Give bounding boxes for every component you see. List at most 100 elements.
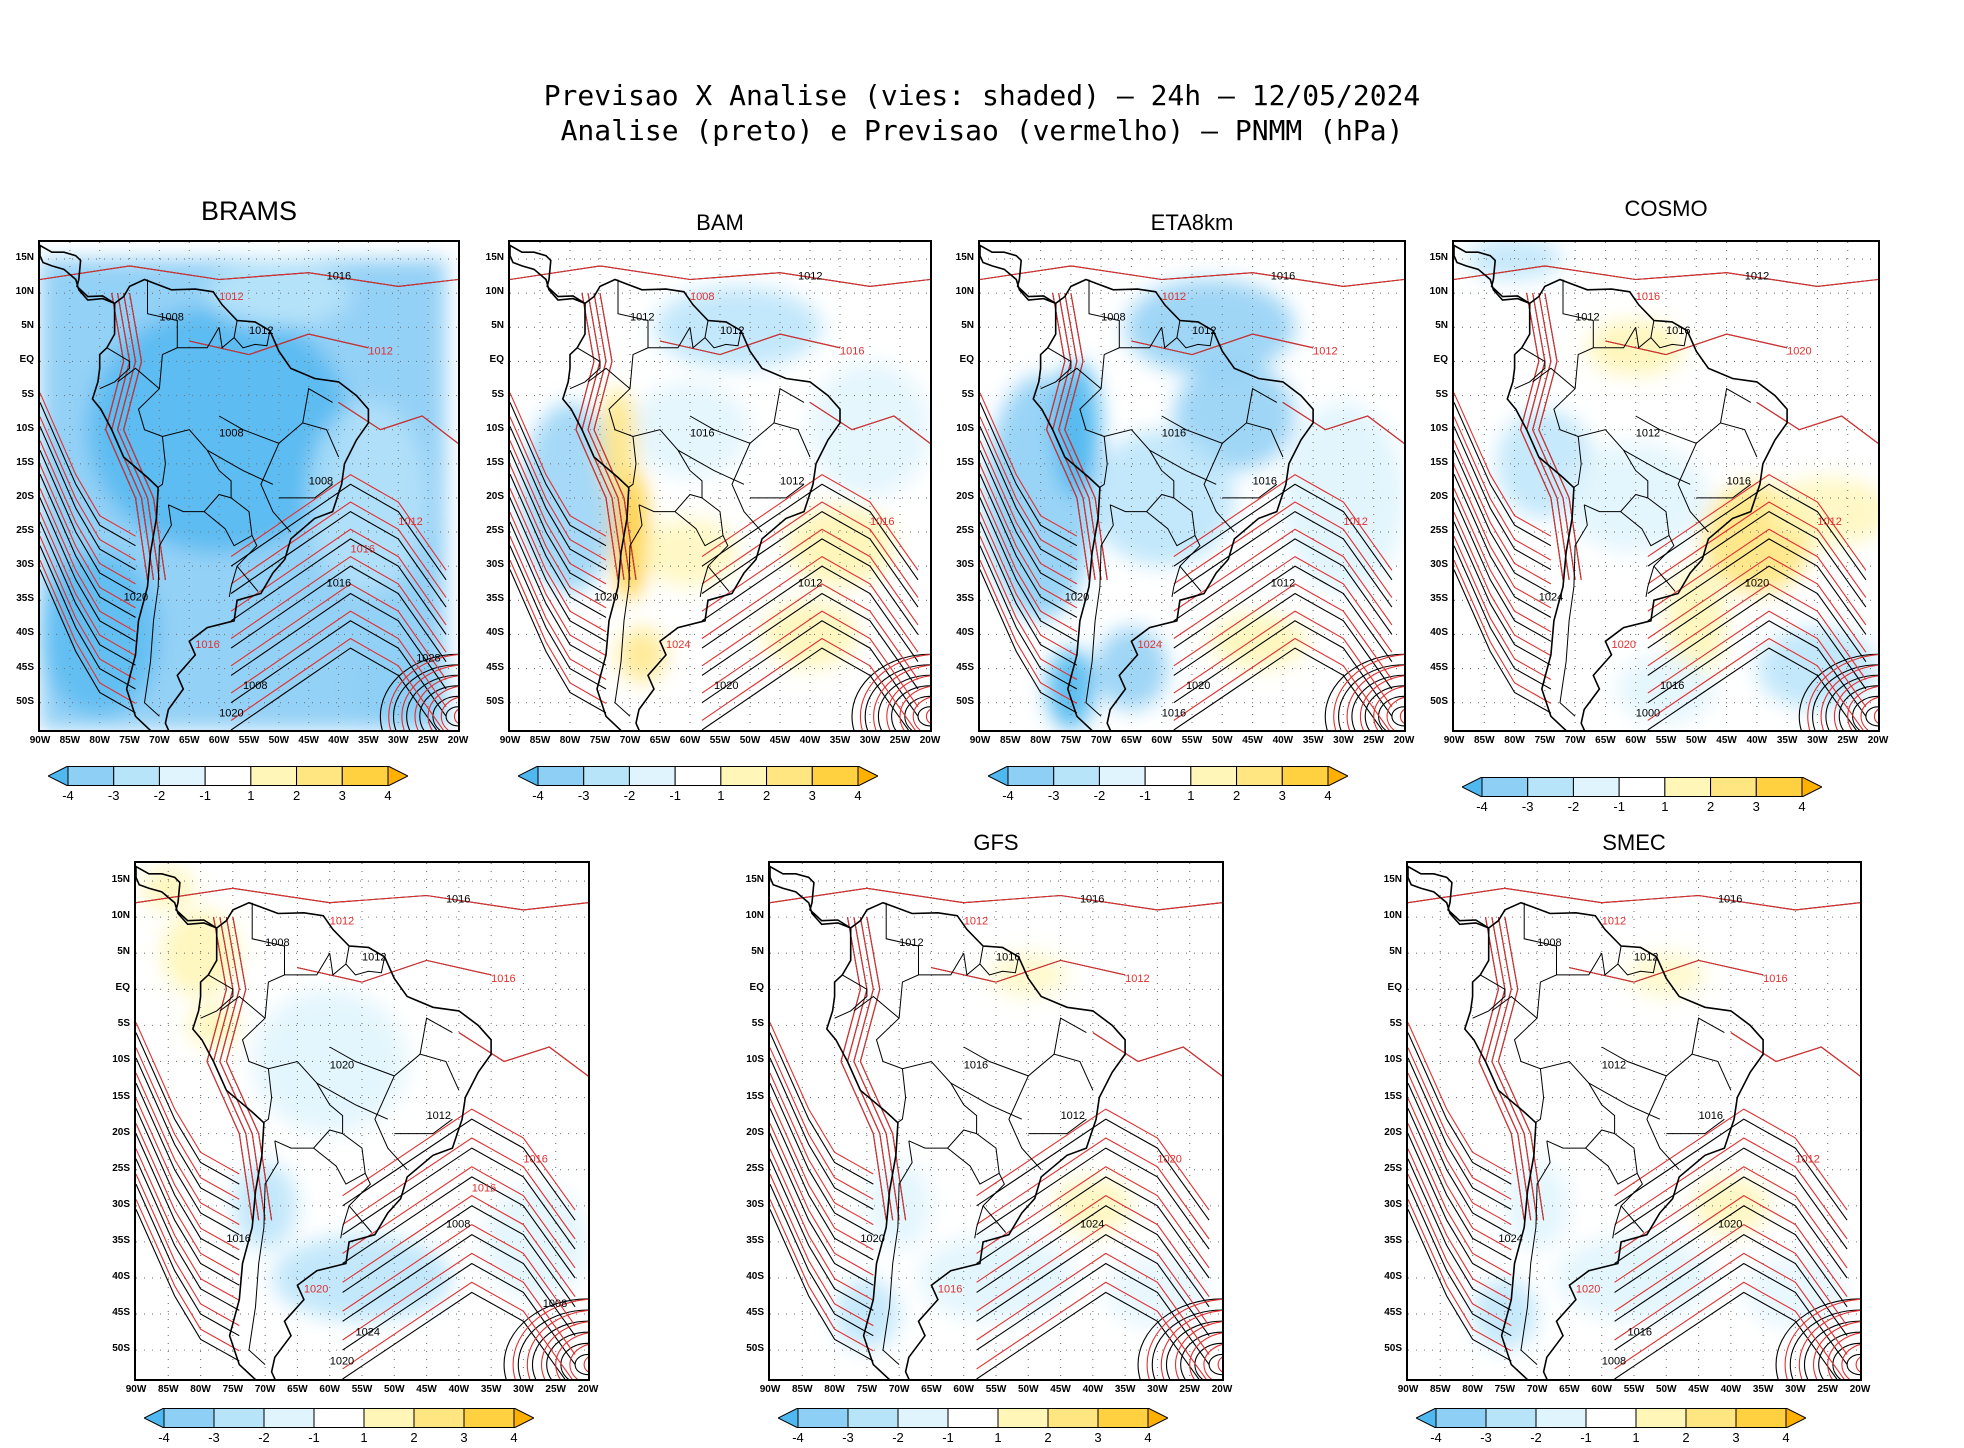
lat-tick-label: 35S [1384,1234,1402,1246]
contour-label: 1016 [840,346,864,358]
lon-tick-label: 50W [1212,735,1233,746]
colorbar-label: -4 [792,1430,804,1445]
lon-tick-label: 40W [1746,735,1768,746]
lat-tick-label: 35S [16,593,34,605]
lon-tick-label: 40W [1720,1384,1742,1395]
colorbar-segment [1236,766,1283,786]
colorbar: -4 -3 -2 -1 1 2 3 4 [48,766,408,806]
lon-tick-label: 35W [1776,735,1798,746]
contour-label: 1020 [1611,639,1635,651]
lat-tick-label: 5S [1435,388,1448,400]
contour-label: 1024 [666,639,690,651]
lon-tick-label: 25W [417,735,439,746]
contour-label: 1016 [1253,475,1277,487]
colorbar-segment [313,1408,365,1428]
colorbar-label: 1 [1187,788,1195,803]
colorbar-left-arrow [1416,1408,1437,1428]
lon-tick-label: 55W [351,1384,373,1395]
lat-tick-label: 50S [1430,695,1448,707]
lon-tick-label: 80W [190,1384,211,1395]
lon-tick-label: 65W [649,735,671,746]
colorbar-segment [463,1408,515,1428]
title-line-2: Analise (preto) e Previsao (vermelho) — … [560,114,1404,147]
colorbar-segment [250,766,298,786]
lat-tick-label: 25S [16,525,34,537]
contour-label: 1020 [1787,346,1811,358]
lon-tick-label: 35W [358,735,379,746]
lat-tick-label: 15S [16,456,34,468]
colorbar-segment [213,1408,265,1428]
contour-label: 1012 [1575,311,1599,323]
lon-tick-label: 35W [1302,735,1324,746]
forecast-isobars [770,887,1222,1379]
lat-tick-label: 45S [1430,661,1448,673]
colorbar-segment [1735,1408,1787,1428]
lat-tick-label: 35S [746,1234,764,1246]
lon-tick-label: 80W [1504,735,1525,746]
lon-tick-label: 25W [545,1384,566,1395]
colorbar-label: -4 [62,788,74,803]
colorbar-label: 4 [1798,799,1806,814]
bias-shading [1466,242,1878,724]
contour-label: 1020 [714,680,738,692]
panel-title: ETA8km [1150,210,1234,235]
lat-tick-label: 40S [746,1270,764,1282]
contour-label: 1008 [690,291,714,303]
lon-tick-label: 85W [1000,735,1021,746]
lon-tick-label: 85W [529,735,551,746]
lon-tick-label: 20W [447,735,469,746]
bias-shading [522,286,930,683]
forecast-isobars [136,887,588,1379]
panel-title: COSMO [1624,196,1708,221]
lat-tick-label: 30S [746,1198,764,1210]
lon-tick-label: 70W [1090,735,1112,746]
contour-label: 1020 [1576,1283,1600,1295]
lat-tick-label: 20S [486,490,504,502]
colorbar-label: -3 [107,788,120,803]
contour-label: 1016 [1271,271,1295,283]
colorbar-segment [1481,777,1529,797]
colorbar-label: 3 [338,788,346,803]
panel-title: BRAMS [200,196,298,226]
colorbar-label: 2 [1232,788,1241,803]
lon-tick-label: 70W [1526,1384,1548,1395]
contour-label: 1012 [1745,271,1769,283]
lat-tick-label: 30S [1384,1198,1402,1210]
contour-label: 1016 [690,428,714,440]
lon-tick-label: 50W [1656,1384,1677,1395]
lon-tick-label: 45W [1050,1384,1071,1395]
lat-tick-label: 45S [1384,1307,1402,1319]
lon-tick-label: 65W [287,1384,308,1395]
colorbar-label: -3 [1480,1430,1492,1445]
lon-tick-label: 90W [759,1384,781,1395]
lat-tick-label: 20S [1384,1126,1402,1138]
contour-label: 1016 [938,1283,962,1295]
lat-tick-label: 10N [111,910,130,922]
colorbar-segment [163,1408,215,1428]
lon-tick-label: 60W [953,1384,974,1395]
lat-tick-label: 40S [16,627,34,639]
lat-tick-label: 5S [21,388,34,400]
lon-tick-label: 60W [1591,1384,1612,1395]
contour-label: 1012 [1602,1060,1626,1072]
lon-tick-label: 70W [619,735,641,746]
colorbar-label: -1 [669,788,681,803]
lon-tick-label: 75W [856,1384,878,1395]
colorbar-segment [1755,777,1803,797]
colorbar-right-arrow [513,1408,534,1428]
lon-tick-label: 55W [238,735,260,746]
map-frame: 1012 1016 1012 1016 1020 1012 1016 1012 1020 1024… [1452,240,1880,732]
lon-tick-label: 30W [388,735,409,746]
contour-label: 1020 [860,1233,884,1245]
colorbar-label: 4 [510,1430,518,1445]
colorbar-label: -2 [1093,788,1106,803]
colorbar-right-arrow [1801,777,1822,797]
lat-tick-label: 5S [491,388,504,400]
graticule [136,863,588,1379]
colorbar-segment [720,766,768,786]
colorbar-segment [1535,1408,1587,1428]
colorbar-label: -2 [1530,1430,1542,1445]
lat-tick-label: 5N [1435,320,1448,332]
contour-label: 1016 [472,1182,496,1194]
lat-tick-label: 15N [15,252,34,264]
